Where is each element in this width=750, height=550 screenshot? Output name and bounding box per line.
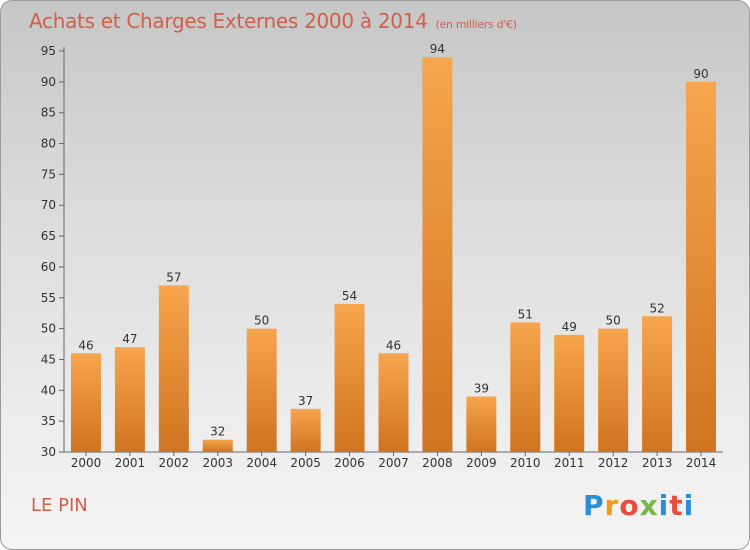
- bar: [158, 285, 189, 452]
- bar-value-label: 47: [122, 332, 137, 346]
- logo-letter: o: [619, 489, 640, 522]
- x-tick-label: 2008: [422, 456, 453, 470]
- bar-value-label: 49: [562, 320, 577, 334]
- y-tick-label: 50: [41, 322, 56, 336]
- bar: [686, 81, 717, 452]
- x-tick-label: 2003: [202, 456, 233, 470]
- bar: [290, 408, 321, 452]
- axes: 30 35 40 45 50 55 60 65 70 75 80 85 90 95 2000 2001 2002…: [41, 44, 723, 470]
- bar-value-label: 54: [342, 289, 357, 303]
- y-tick-label: 35: [41, 414, 56, 428]
- y-tick-label: 30: [41, 445, 56, 459]
- x-tick-label: 2004: [246, 456, 277, 470]
- x-tick-label: 2000: [71, 456, 102, 470]
- x-tick-label: 2011: [554, 456, 585, 470]
- y-tick-label: 95: [41, 44, 56, 58]
- bar: [554, 334, 585, 452]
- logo-letter: r: [604, 489, 620, 522]
- x-tick-label: 2010: [510, 456, 541, 470]
- y-tick-label: 80: [41, 137, 56, 151]
- logo-letter: i: [658, 489, 670, 522]
- bar: [422, 57, 453, 453]
- y-tick-label: 90: [41, 75, 56, 89]
- bar-value-label: 50: [606, 314, 621, 328]
- bar: [598, 328, 629, 452]
- x-tick-label: 2009: [466, 456, 497, 470]
- x-tick-label: 2013: [642, 456, 673, 470]
- y-tick-label: 45: [41, 352, 56, 366]
- bar: [246, 328, 277, 452]
- bar: [466, 396, 497, 452]
- bar-value-label: 32: [210, 425, 225, 439]
- bar-value-label: 51: [518, 307, 533, 321]
- bar: [642, 316, 673, 452]
- bar: [378, 353, 409, 452]
- commune-name: LE PIN: [31, 495, 88, 516]
- y-tick-label: 55: [41, 291, 56, 305]
- bar-value-label: 57: [166, 270, 181, 284]
- logo-letter: P: [583, 489, 605, 522]
- chart-title: Achats et Charges Externes 2000 à 2014 (e…: [29, 9, 517, 33]
- x-tick-label: 2014: [686, 456, 717, 470]
- bar: [114, 347, 145, 452]
- x-tick-label: 2001: [115, 456, 146, 470]
- y-tick-label: 65: [41, 229, 56, 243]
- bar: [334, 303, 365, 452]
- bars: 46 47 57 32 50 37 54 46 94 39 51 49 50 52 90: [70, 42, 717, 453]
- y-tick-label: 70: [41, 198, 56, 212]
- bar-value-label: 39: [474, 381, 489, 395]
- bar: [510, 322, 541, 452]
- bar-value-label: 94: [430, 42, 445, 56]
- bar-value-label: 90: [693, 67, 708, 81]
- x-tick-label: 2005: [290, 456, 321, 470]
- chart-title-text: Achats et Charges Externes 2000 à 2014: [29, 9, 428, 33]
- logo-letter: i: [683, 489, 695, 522]
- x-tick-label: 2006: [334, 456, 365, 470]
- x-tick-label: 2007: [378, 456, 409, 470]
- bar: [70, 353, 101, 452]
- x-tick-label: 2012: [598, 456, 629, 470]
- bar-value-label: 46: [386, 338, 401, 352]
- proxiti-logo: Proxiti: [583, 489, 694, 522]
- bar-value-label: 50: [254, 314, 269, 328]
- x-tick-label: 2002: [159, 456, 190, 470]
- y-tick-label: 40: [41, 383, 56, 397]
- y-tick-label: 75: [41, 167, 56, 181]
- bar-value-label: 37: [298, 394, 313, 408]
- y-tick-label: 85: [41, 106, 56, 120]
- unit-note: (en milliers d'€): [435, 18, 517, 31]
- bar-value-label: 52: [649, 301, 664, 315]
- logo-letter: t: [669, 489, 684, 522]
- bar-value-label: 46: [78, 338, 93, 352]
- logo-letter: x: [639, 489, 659, 522]
- y-tick-label: 60: [41, 260, 56, 274]
- bar: [202, 439, 233, 452]
